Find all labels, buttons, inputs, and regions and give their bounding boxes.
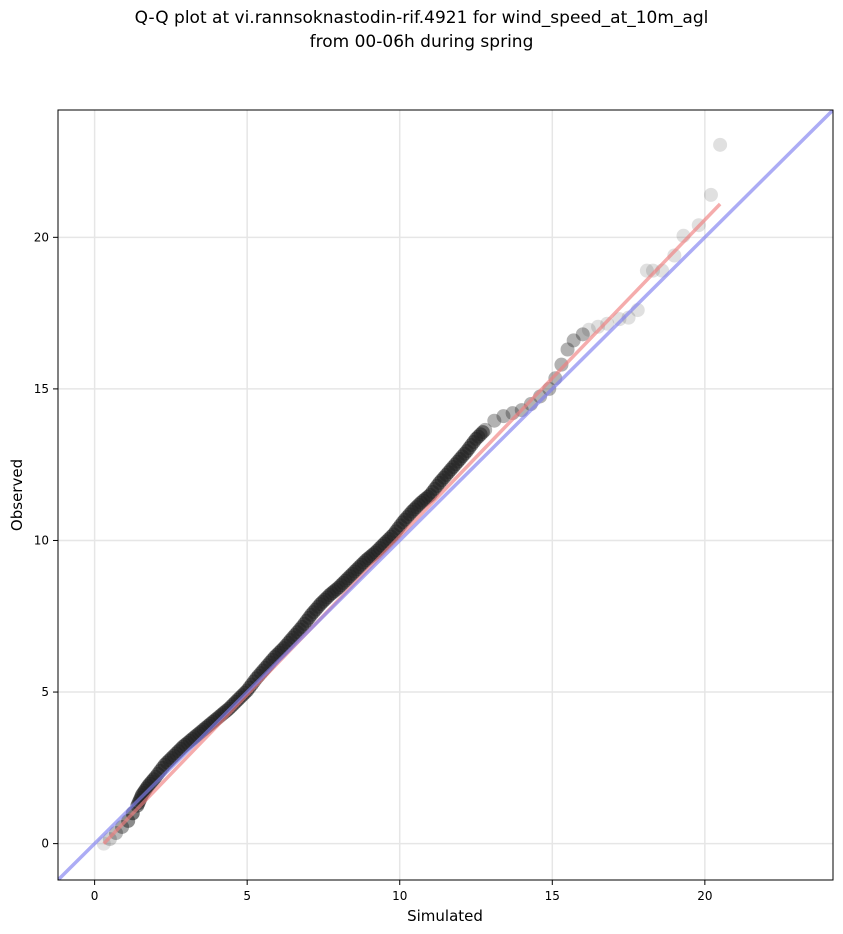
y-axis-label: Observed <box>8 459 26 531</box>
identity-line <box>58 110 833 880</box>
axis-ticks: 0 5 10 15 20 0 5 10 15 20 <box>34 230 713 903</box>
x-tick-label: 5 <box>243 889 251 903</box>
quantile-point <box>554 357 569 372</box>
plot-area <box>58 110 833 880</box>
axes-frame <box>57 109 834 881</box>
quantile-point <box>645 263 660 278</box>
fit-line <box>102 202 722 845</box>
chart-subtitle: from 00-06h during spring <box>309 32 534 52</box>
quantile-point <box>667 248 682 263</box>
quantile-point <box>487 413 502 428</box>
quantile-point <box>575 327 590 342</box>
x-tick-label: 10 <box>392 889 407 903</box>
quantile-point <box>581 322 596 337</box>
x-tick-label: 0 <box>91 889 99 903</box>
y-tick-label: 20 <box>34 230 49 244</box>
quantile-point <box>591 319 606 334</box>
quantile-point <box>478 422 493 437</box>
y-tick-label: 0 <box>41 837 49 851</box>
x-axis-label: Simulated <box>407 907 483 925</box>
quantile-point <box>566 333 581 348</box>
quantile-point <box>703 187 718 202</box>
y-tick-label: 15 <box>34 382 49 396</box>
chart-title: Q-Q plot at vi.rannsoknastodin-rif.4921 … <box>134 8 709 28</box>
quantile-point <box>496 409 511 424</box>
y-tick-label: 5 <box>41 685 49 699</box>
quantile-point <box>612 312 627 327</box>
quantile-point <box>475 425 490 440</box>
x-tick-label: 15 <box>545 889 560 903</box>
quantile-point <box>713 137 728 152</box>
quantile-point <box>560 342 575 357</box>
y-tick-label: 10 <box>34 533 49 547</box>
x-tick-label: 20 <box>697 889 712 903</box>
